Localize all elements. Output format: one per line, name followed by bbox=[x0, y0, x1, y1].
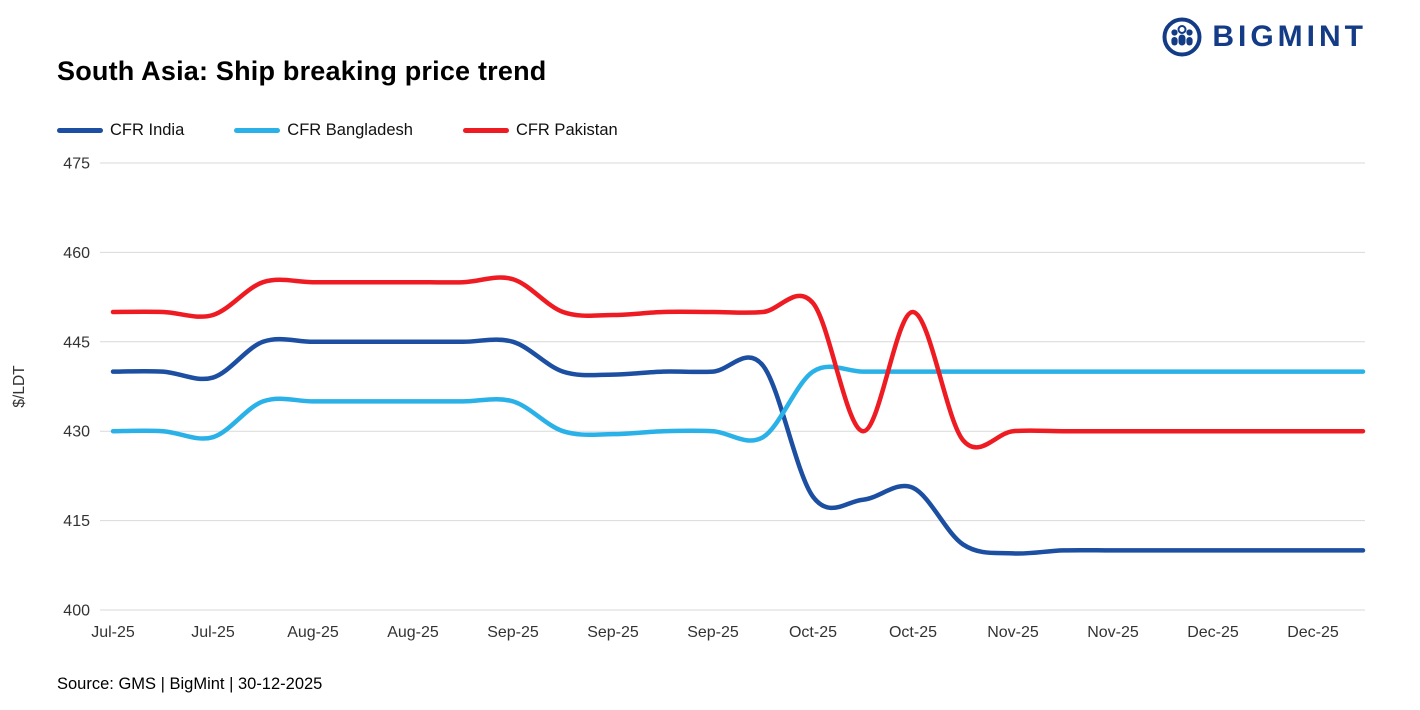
x-tick-label: Jul-25 bbox=[91, 624, 135, 641]
bigmint-logo: BIGMINT bbox=[1161, 16, 1367, 58]
x-tick-label: Dec-25 bbox=[1187, 624, 1239, 641]
legend-item-cfr-india: CFR India bbox=[57, 121, 184, 140]
legend-label: CFR India bbox=[110, 121, 185, 139]
source-note: Source: GMS | BigMint | 30-12-2025 bbox=[57, 675, 323, 693]
bigmint-logo-icon bbox=[1162, 17, 1202, 57]
chart-canvas: 400 415 430 445 460 475 Jul-25 Jul-25 Aug-25 Aug-… bbox=[11, 156, 1366, 641]
legend-swatch-cfr-bangladesh bbox=[234, 128, 281, 133]
x-tick-label: Jul-25 bbox=[191, 624, 235, 641]
x-tick-label: Nov-25 bbox=[987, 624, 1039, 641]
legend-swatch-cfr-india bbox=[57, 128, 103, 133]
y-tick-label: 415 bbox=[63, 513, 90, 530]
legend-swatch-cfr-pakistan bbox=[462, 128, 509, 133]
series-line-cfr-bangladesh bbox=[110, 364, 1366, 443]
x-tick-label: Sep-25 bbox=[487, 624, 539, 641]
x-tick-label: Sep-25 bbox=[587, 624, 639, 641]
x-tick-label: Oct-25 bbox=[789, 624, 837, 641]
y-tick-label: 445 bbox=[63, 334, 90, 351]
series-line-cfr-pakistan bbox=[110, 275, 1366, 450]
series-line-cfr-india bbox=[110, 336, 1366, 556]
y-tick-label: 400 bbox=[63, 603, 90, 620]
x-tick-label: Sep-25 bbox=[687, 624, 739, 641]
chart-legend: CFR India CFR Bangladesh CFR Pakistan bbox=[57, 121, 618, 140]
x-tick-label: Dec-25 bbox=[1287, 624, 1339, 641]
legend-item-cfr-bangladesh: CFR Bangladesh bbox=[234, 121, 413, 140]
chart-title: South Asia: Ship breaking price trend bbox=[57, 56, 547, 86]
x-tick-label: Nov-25 bbox=[1087, 624, 1139, 641]
legend-label: CFR Pakistan bbox=[515, 121, 618, 139]
y-tick-label: 460 bbox=[63, 245, 90, 262]
y-tick-label: 430 bbox=[63, 424, 90, 441]
y-axis-title: $/LDT bbox=[11, 365, 28, 408]
bigmint-logo-text: BIGMINT bbox=[1212, 20, 1367, 53]
x-tick-label: Aug-25 bbox=[387, 624, 439, 641]
legend-label: CFR Bangladesh bbox=[287, 121, 413, 139]
x-tick-label: Oct-25 bbox=[889, 624, 937, 641]
y-tick-label: 475 bbox=[63, 156, 90, 173]
x-tick-label: Aug-25 bbox=[287, 624, 339, 641]
legend-item-cfr-pakistan: CFR Pakistan bbox=[462, 121, 618, 140]
